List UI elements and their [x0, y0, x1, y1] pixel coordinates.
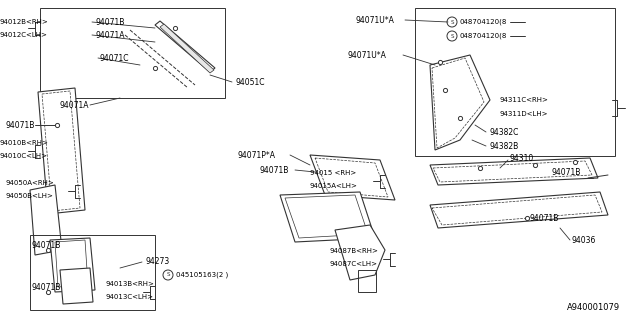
Text: 94010B<RH>: 94010B<RH> [0, 140, 49, 146]
Circle shape [447, 17, 457, 27]
Text: 94010C<LH>: 94010C<LH> [0, 153, 48, 159]
Text: 94071U*A: 94071U*A [348, 51, 387, 60]
Text: 045105163(2 ): 045105163(2 ) [176, 272, 228, 278]
Polygon shape [160, 24, 214, 73]
Text: 94015A<LH>: 94015A<LH> [310, 183, 358, 189]
Text: 94311D<LH>: 94311D<LH> [500, 111, 548, 117]
Text: 94382B: 94382B [490, 141, 519, 150]
Text: 94012B<RH>: 94012B<RH> [0, 19, 49, 25]
Polygon shape [60, 268, 93, 304]
Text: 94071P*A: 94071P*A [238, 150, 276, 159]
Polygon shape [430, 192, 608, 228]
Text: 94071A: 94071A [60, 100, 90, 109]
Text: 94013C<LH>: 94013C<LH> [105, 294, 153, 300]
Polygon shape [50, 238, 95, 292]
Polygon shape [155, 21, 215, 72]
Bar [40, 8, 225, 98]
Polygon shape [432, 58, 484, 148]
Bar [415, 8, 615, 156]
Text: 048704120(8: 048704120(8 [460, 19, 508, 25]
Polygon shape [315, 158, 388, 197]
Text: 94071B: 94071B [95, 18, 124, 27]
Text: 94050B<LH>: 94050B<LH> [5, 193, 53, 199]
Polygon shape [430, 55, 490, 150]
Text: 94310: 94310 [510, 154, 534, 163]
Text: 94071A: 94071A [95, 30, 125, 39]
Polygon shape [430, 158, 598, 185]
Text: 94036: 94036 [572, 236, 596, 244]
Text: 94273: 94273 [145, 258, 169, 267]
Text: 94050A<RH>: 94050A<RH> [5, 180, 54, 186]
Text: 94071B: 94071B [32, 241, 61, 250]
Polygon shape [42, 91, 80, 211]
Text: 94087B<RH>: 94087B<RH> [330, 248, 379, 254]
Text: 94071B: 94071B [530, 213, 559, 222]
Circle shape [163, 270, 173, 280]
Text: 94087C<LH>: 94087C<LH> [330, 261, 378, 267]
Text: 048704120(8: 048704120(8 [460, 33, 508, 39]
Polygon shape [335, 225, 385, 280]
Bar [30, 235, 155, 310]
Text: S: S [451, 20, 454, 25]
Text: 94051C: 94051C [235, 77, 264, 86]
Text: S: S [451, 34, 454, 38]
Text: 94071B: 94071B [260, 165, 289, 174]
Polygon shape [433, 161, 592, 182]
Polygon shape [30, 185, 62, 255]
Bar [358, 270, 376, 292]
Circle shape [447, 31, 457, 41]
Text: A940001079: A940001079 [567, 303, 620, 312]
Text: 94015 <RH>: 94015 <RH> [310, 170, 356, 176]
Polygon shape [310, 155, 395, 200]
Text: 94071C: 94071C [100, 53, 129, 62]
Text: 94311C<RH>: 94311C<RH> [500, 97, 549, 103]
Polygon shape [432, 195, 602, 225]
Text: 94013B<RH>: 94013B<RH> [105, 281, 154, 287]
Polygon shape [55, 240, 88, 287]
Text: 94071B: 94071B [5, 121, 35, 130]
Text: 94071B: 94071B [552, 167, 581, 177]
Polygon shape [280, 192, 375, 242]
Text: 94012C<LH>: 94012C<LH> [0, 32, 48, 38]
Polygon shape [38, 88, 85, 214]
Text: 94382C: 94382C [490, 127, 520, 137]
Text: S: S [166, 273, 170, 277]
Text: 94071B: 94071B [32, 284, 61, 292]
Text: 94071U*A: 94071U*A [355, 15, 394, 25]
Polygon shape [285, 195, 368, 238]
